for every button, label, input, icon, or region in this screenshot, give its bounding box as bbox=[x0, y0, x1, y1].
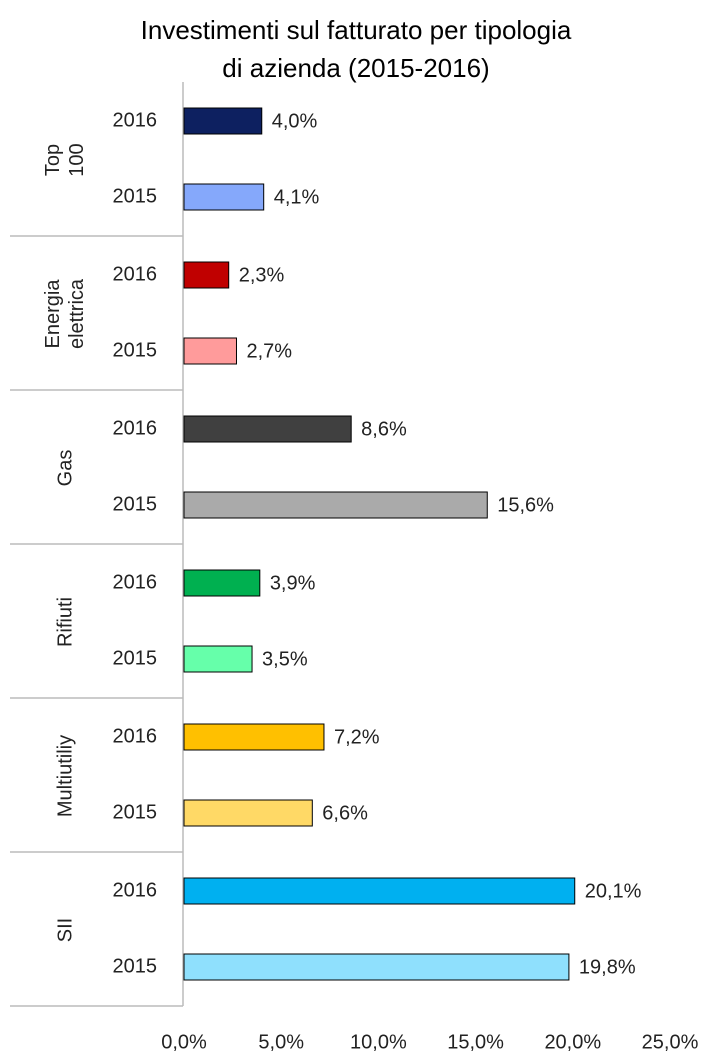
bar bbox=[183, 799, 313, 827]
bar bbox=[183, 107, 263, 135]
bar bbox=[183, 337, 237, 365]
bar bbox=[183, 415, 352, 443]
y-tick-label: 2016 bbox=[113, 109, 158, 131]
chart-title: di azienda (2015-2016) bbox=[222, 53, 489, 83]
group-label: Energia elettrica bbox=[42, 278, 88, 349]
bar bbox=[183, 645, 253, 673]
data-label: 6,6% bbox=[322, 802, 368, 824]
y-tick-label: 2015 bbox=[113, 493, 158, 515]
y-tick-label: 2016 bbox=[113, 263, 158, 285]
data-label: 3,9% bbox=[270, 572, 316, 594]
bar bbox=[183, 569, 261, 597]
y-tick-label: 2015 bbox=[113, 647, 158, 669]
data-label: 8,6% bbox=[361, 418, 407, 440]
y-tick-label: 2015 bbox=[113, 185, 158, 207]
bar bbox=[183, 953, 570, 981]
y-tick-label: 2015 bbox=[113, 801, 158, 823]
group-label: Top 100 bbox=[42, 143, 88, 176]
x-tick-label: 15,0% bbox=[447, 1031, 504, 1053]
bar bbox=[183, 723, 325, 751]
data-label: 4,0% bbox=[272, 110, 318, 132]
group-label: Multiutiliy bbox=[54, 735, 76, 817]
data-label: 20,1% bbox=[585, 880, 642, 902]
x-tick-label: 10,0% bbox=[350, 1031, 407, 1053]
bar bbox=[183, 491, 488, 519]
data-label: 2,3% bbox=[239, 264, 285, 286]
data-label: 19,8% bbox=[579, 956, 636, 978]
chart-title: Investimenti sul fatturato per tipologia bbox=[141, 15, 572, 45]
data-label: 3,5% bbox=[262, 648, 308, 670]
data-label: 2,7% bbox=[246, 340, 292, 362]
y-tick-label: 2015 bbox=[113, 955, 158, 977]
data-label: 15,6% bbox=[497, 494, 554, 516]
bar bbox=[183, 877, 576, 905]
group-label: Gas bbox=[54, 450, 76, 487]
y-tick-label: 2016 bbox=[113, 879, 158, 901]
bar bbox=[183, 183, 265, 211]
x-tick-label: 5,0% bbox=[258, 1031, 304, 1053]
x-tick-label: 25,0% bbox=[642, 1031, 699, 1053]
group-label: SII bbox=[54, 918, 76, 942]
y-tick-label: 2016 bbox=[113, 571, 158, 593]
y-tick-label: 2015 bbox=[113, 339, 158, 361]
y-tick-label: 2016 bbox=[113, 725, 158, 747]
y-tick-label: 2016 bbox=[113, 417, 158, 439]
x-tick-label: 0,0% bbox=[161, 1031, 207, 1053]
x-tick-label: 20,0% bbox=[544, 1031, 601, 1053]
data-label: 4,1% bbox=[274, 186, 320, 208]
group-label: Rifiuti bbox=[54, 597, 76, 647]
data-label: 7,2% bbox=[334, 726, 380, 748]
bar bbox=[183, 261, 230, 289]
